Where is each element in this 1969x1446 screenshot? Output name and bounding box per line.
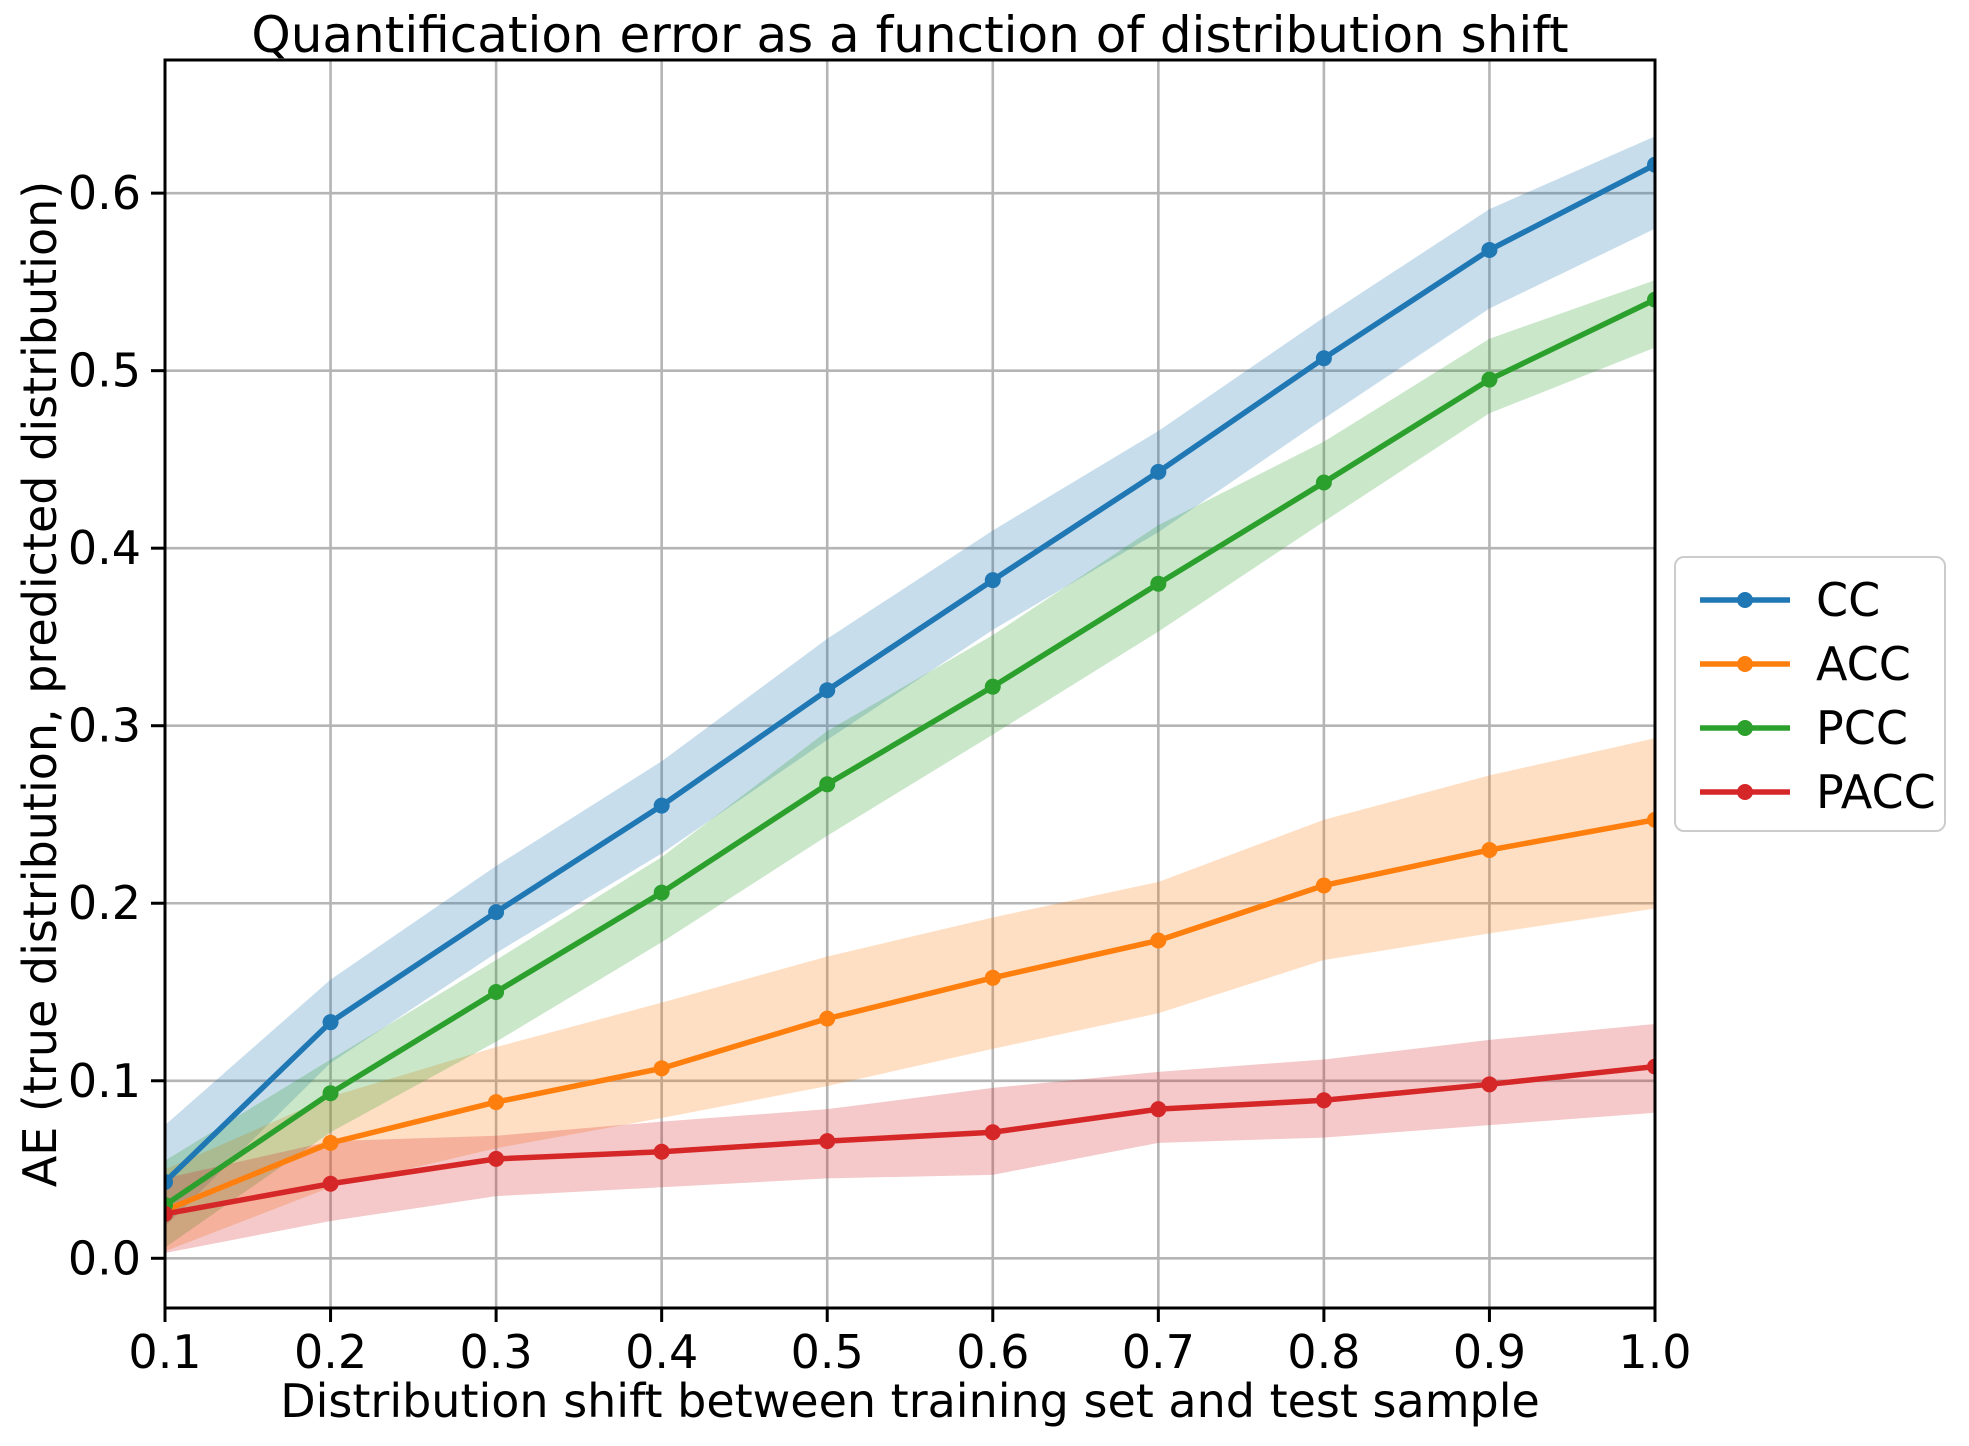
marker-ACC-0.8: [1315, 877, 1332, 894]
x-tick-label-0.7: 0.7: [1122, 1325, 1195, 1379]
legend-entry-ACC: ACC: [1676, 632, 1944, 696]
legend-line-sample-CC: [1700, 592, 1790, 608]
x-tick-label-0.6: 0.6: [956, 1325, 1029, 1379]
chart-title: Quantification error as a function of di…: [251, 6, 1569, 64]
marker-CC-0.5: [819, 682, 836, 699]
y-tick-label-0.2: 0.2: [68, 876, 141, 930]
marker-PACC-0.4: [653, 1143, 670, 1160]
marker-CC-1.0: [1647, 156, 1655, 173]
marker-PCC-1.0: [1647, 291, 1655, 308]
markers-ACC: [165, 811, 1655, 1219]
marker-PACC-0.1: [165, 1205, 173, 1222]
marker-PACC-0.8: [1315, 1092, 1332, 1109]
legend-line-sample-PACC: [1700, 784, 1790, 800]
marker-PACC-0.2: [322, 1175, 339, 1192]
marker-CC-0.6: [984, 572, 1001, 589]
x-tick-label-0.3: 0.3: [460, 1325, 533, 1379]
y-tick-label-0.5: 0.5: [68, 344, 141, 398]
y-tick-label-0.0: 0.0: [68, 1231, 141, 1285]
marker-PCC-0.4: [653, 884, 670, 901]
markers-PACC: [165, 1058, 1655, 1222]
legend: CC ACC PCC PACC: [1674, 556, 1946, 832]
band-PCC: [165, 280, 1655, 1248]
y-tick-label-0.6: 0.6: [68, 166, 141, 220]
marker-ACC-0.4: [653, 1060, 670, 1077]
band-CC: [165, 136, 1655, 1227]
marker-ACC-1.0: [1647, 811, 1655, 828]
marker-CC-0.9: [1481, 241, 1498, 258]
marker-ACC-0.3: [488, 1094, 505, 1111]
marker-ACC-0.5: [819, 1010, 836, 1027]
marker-PCC-0.8: [1315, 474, 1332, 491]
legend-line-sample-ACC: [1700, 656, 1790, 672]
x-axis-label: Distribution shift between training set …: [280, 1374, 1540, 1428]
x-tick-label-0.9: 0.9: [1453, 1325, 1526, 1379]
marker-CC-0.2: [322, 1014, 339, 1031]
tick-labels: 0.1 0.2 0.3 0.4 0.5 0.6 0.7 0.8 0.9 1.0 0.0 0.1 0.2 0…: [68, 166, 1692, 1379]
markers-CC: [165, 156, 1655, 1190]
line-PCC: [165, 297, 1655, 1208]
legend-entry-CC: CC: [1676, 568, 1944, 632]
marker-CC-0.8: [1315, 350, 1332, 367]
legend-line-sample-PCC: [1700, 720, 1790, 736]
line-ACC: [165, 817, 1655, 1213]
line-CC: [165, 162, 1655, 1184]
x-tick-label-0.8: 0.8: [1287, 1325, 1360, 1379]
legend-marker-icon: [1737, 656, 1753, 672]
legend-entry-PCC: PCC: [1676, 696, 1944, 760]
confidence-bands: [165, 136, 1655, 1253]
legend-label-PACC: PACC: [1816, 765, 1936, 819]
marker-PACC-0.7: [1150, 1101, 1167, 1118]
y-tick-label-0.4: 0.4: [68, 521, 141, 575]
marker-ACC-0.9: [1481, 841, 1498, 858]
marker-CC-0.1: [165, 1173, 173, 1190]
x-tick-label-0.4: 0.4: [625, 1325, 698, 1379]
y-tick-label-0.1: 0.1: [68, 1054, 141, 1108]
marker-PACC-0.6: [984, 1124, 1001, 1141]
legend-label-ACC: ACC: [1816, 637, 1911, 691]
legend-marker-icon: [1737, 784, 1753, 800]
marker-PACC-0.5: [819, 1133, 836, 1150]
y-tick-label-0.3: 0.3: [68, 699, 141, 753]
marker-CC-0.7: [1150, 463, 1167, 480]
marker-ACC-0.7: [1150, 932, 1167, 949]
marker-ACC-0.2: [322, 1134, 339, 1151]
legend-marker-icon: [1737, 592, 1753, 608]
marker-PACC-1.0: [1647, 1058, 1655, 1075]
legend-marker-icon: [1737, 720, 1753, 736]
marker-PACC-0.9: [1481, 1076, 1498, 1093]
x-tick-label-1.0: 1.0: [1618, 1325, 1691, 1379]
legend-label-PCC: PCC: [1816, 701, 1908, 755]
markers-PCC: [165, 291, 1655, 1214]
marker-ACC-0.6: [984, 969, 1001, 986]
x-tick-label-0.5: 0.5: [791, 1325, 864, 1379]
axes-spines: [163, 58, 1657, 1310]
legend-entry-PACC: PACC: [1676, 760, 1944, 824]
marker-PCC-0.3: [488, 984, 505, 1001]
y-axis-label: AE (true distribution, predicted distrib…: [13, 180, 67, 1188]
tick-marks: [151, 191, 1657, 1322]
marker-PCC-0.9: [1481, 371, 1498, 388]
series-lines: [165, 156, 1655, 1222]
marker-PCC-0.7: [1150, 575, 1167, 592]
marker-PACC-0.3: [488, 1150, 505, 1167]
line-PACC: [165, 1063, 1655, 1217]
marker-CC-0.4: [653, 797, 670, 814]
x-tick-label-0.2: 0.2: [294, 1325, 367, 1379]
x-tick-label-0.1: 0.1: [128, 1325, 201, 1379]
band-ACC: [165, 738, 1655, 1252]
marker-PCC-0.2: [322, 1085, 339, 1102]
marker-PCC-0.6: [984, 678, 1001, 695]
marker-CC-0.3: [488, 904, 505, 921]
legend-label-CC: CC: [1816, 573, 1881, 627]
marker-PCC-0.5: [819, 776, 836, 793]
